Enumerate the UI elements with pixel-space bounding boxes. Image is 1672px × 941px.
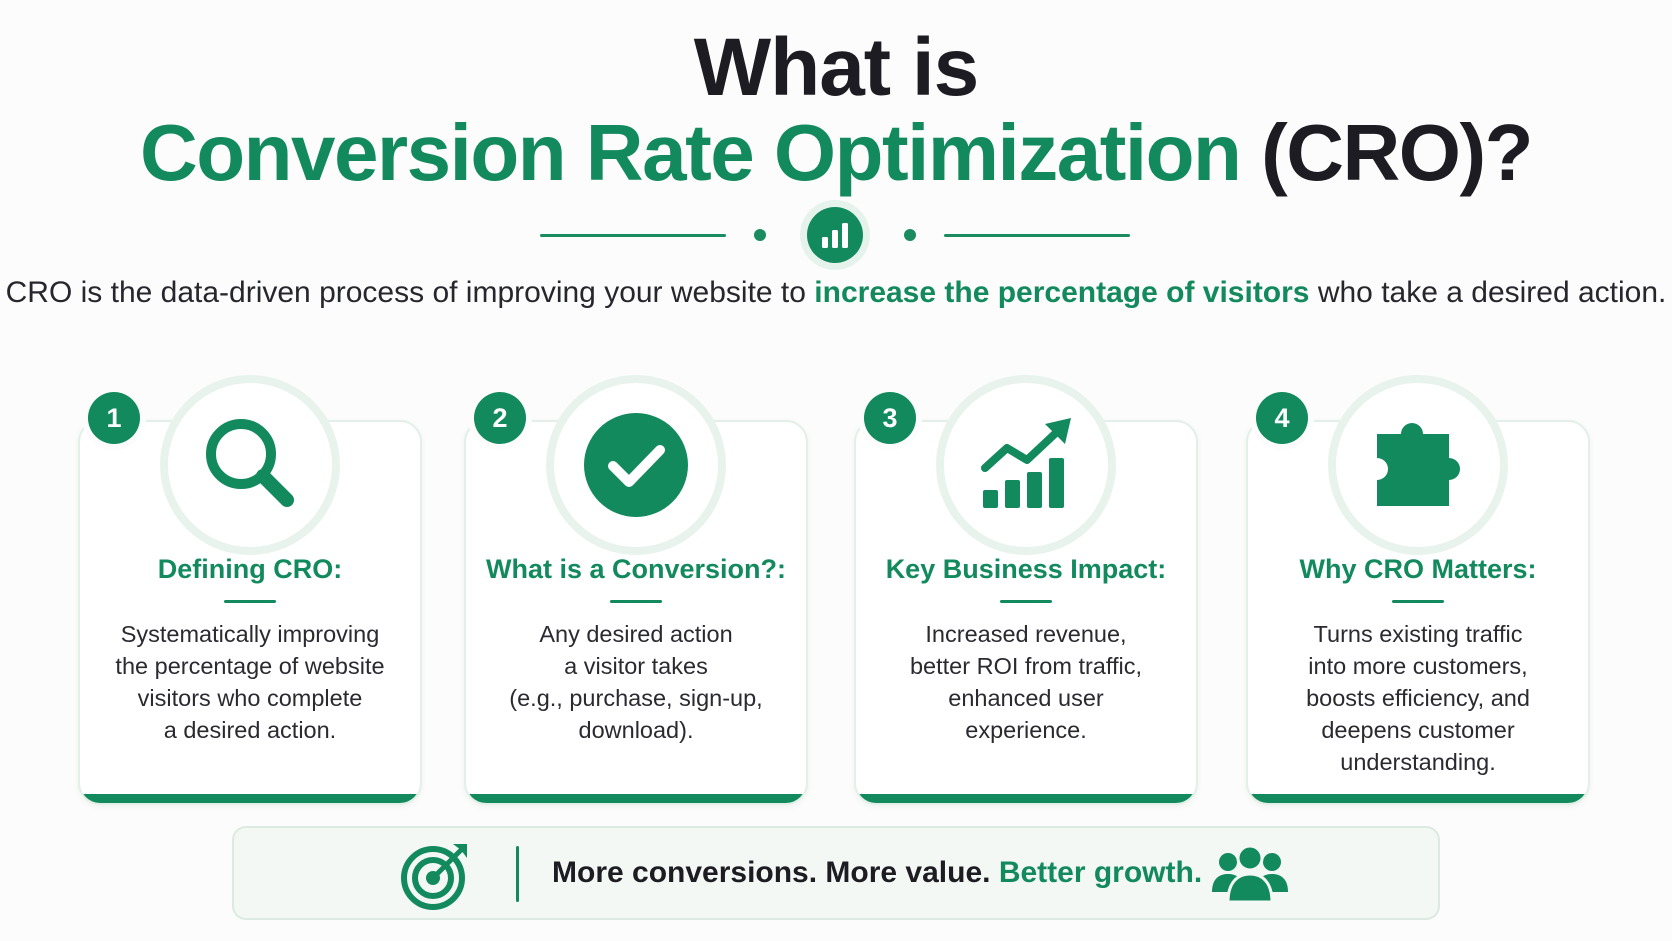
- divider-line-left: [540, 234, 726, 237]
- chart-badge: [800, 200, 870, 270]
- card-1-icon-ring: [160, 375, 340, 555]
- card-bottom-bar: [856, 794, 1196, 803]
- title-highlight: Conversion Rate Optimization: [140, 108, 1242, 197]
- card-body-line: understanding.: [1340, 749, 1496, 775]
- card-bottom-bar: [1248, 794, 1588, 803]
- people-group-icon: [1212, 844, 1288, 904]
- card-bottom-bar: [466, 794, 806, 803]
- card-1-number-badge: 1: [88, 392, 140, 444]
- card-body-line: experience.: [965, 717, 1087, 743]
- target-icon: [401, 844, 467, 910]
- card-heading: Key Business Impact:: [885, 554, 1167, 584]
- card-body-line: the percentage of website: [115, 653, 385, 679]
- card-body: Increased revenue, better ROI from traff…: [868, 618, 1184, 746]
- card-body-line: boosts efficiency, and: [1306, 685, 1530, 711]
- card-body-line: into more customers,: [1308, 653, 1528, 679]
- card-heading: What is a Conversion?:: [485, 554, 787, 584]
- title-line-1: What is: [693, 22, 980, 113]
- card-heading: Why CRO Matters:: [1299, 554, 1537, 584]
- divider-line-right: [944, 234, 1130, 237]
- divider-dot-left: [754, 229, 766, 241]
- title-divider: [0, 200, 1672, 270]
- card-body-line: better ROI from traffic,: [909, 653, 1143, 679]
- card-3-icon-ring: [936, 375, 1116, 555]
- card-body: Any desired action a visitor takes (e.g.…: [478, 618, 794, 746]
- card-body-line: Increased revenue,: [925, 621, 1127, 647]
- intro-highlight: increase the percentage of visitors: [814, 276, 1310, 309]
- footer-text-green: Better growth.: [998, 856, 1203, 889]
- card-body: Turns existing traffic into more custome…: [1260, 618, 1576, 778]
- footer-text-dark: More conversions. More value.: [552, 856, 999, 889]
- card-body-line: Turns existing traffic: [1313, 621, 1523, 647]
- card-2-number-badge: 2: [474, 392, 526, 444]
- bar-chart-icon: [822, 223, 848, 248]
- card-body-line: a visitor takes: [564, 653, 708, 679]
- card-2-icon-ring: [546, 375, 726, 555]
- card-4-number-badge: 4: [1256, 392, 1308, 444]
- footer-separator: [516, 846, 519, 902]
- checkmark-icon: [584, 413, 688, 517]
- intro-text-1: CRO is the data-driven process of improv…: [5, 276, 815, 309]
- card-4-icon-ring: [1328, 375, 1508, 555]
- card-heading-underline: [610, 600, 662, 603]
- footer-banner: More conversions. More value. Better gro…: [232, 826, 1440, 920]
- card-body-line: download).: [578, 717, 694, 743]
- intro-text-2: who take a desired action.: [1309, 276, 1667, 309]
- card-heading-underline: [224, 600, 276, 603]
- card-body-line: Any desired action: [539, 621, 733, 647]
- card-body-line: visitors who complete: [137, 685, 363, 711]
- card-what-is-conversion: What is a Conversion?: Any desired actio…: [464, 420, 808, 805]
- title-suffix: (CRO)?: [1240, 108, 1533, 197]
- divider-dot-right: [904, 229, 916, 241]
- puzzle-piece-icon: [1377, 423, 1460, 506]
- title-line-2: Conversion Rate Optimization (CRO)?: [0, 98, 1672, 208]
- card-body: Systematically improving the percentage …: [92, 618, 408, 746]
- card-body-line: Systematically improving: [120, 621, 380, 647]
- card-heading: Defining CRO:: [157, 554, 343, 584]
- card-heading-underline: [1392, 600, 1444, 603]
- growth-chart-icon: [981, 418, 1071, 508]
- card-body-line: (e.g., purchase, sign-up,: [509, 685, 763, 711]
- intro-paragraph: CRO is the data-driven process of improv…: [0, 272, 1672, 313]
- card-heading-underline: [1000, 600, 1052, 603]
- footer-tagline: More conversions. More value. Better gro…: [552, 828, 1202, 918]
- card-bottom-bar: [80, 794, 420, 803]
- card-3-number-badge: 3: [864, 392, 916, 444]
- magnifier-icon: [206, 419, 294, 507]
- card-body-line: enhanced user: [948, 685, 1104, 711]
- card-body-line: deepens customer: [1321, 717, 1515, 743]
- card-body-line: a desired action.: [163, 717, 337, 743]
